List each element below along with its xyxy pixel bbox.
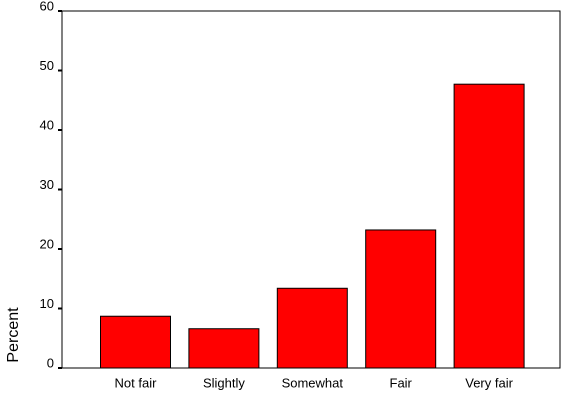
bar <box>100 315 171 369</box>
bar <box>365 229 437 369</box>
y-tick-label: 60 <box>40 0 54 13</box>
x-tick-label: Somewhat <box>282 375 344 390</box>
x-tick-label: Not fair <box>115 375 158 390</box>
bar <box>453 83 525 369</box>
y-axis-label: Percent <box>5 307 22 363</box>
bar <box>188 328 260 369</box>
y-tick-label: 50 <box>40 58 54 73</box>
x-tick-label: Slightly <box>203 375 245 390</box>
y-tick-label: 20 <box>40 236 54 251</box>
bar <box>276 287 348 369</box>
y-tick-label: 40 <box>40 117 54 132</box>
y-tick-label: 10 <box>40 296 54 311</box>
y-tick-label: 30 <box>40 177 54 192</box>
x-tick-label: Very fair <box>465 375 513 390</box>
y-tick-label: 0 <box>47 355 54 370</box>
x-tick-label: Fair <box>390 375 413 390</box>
